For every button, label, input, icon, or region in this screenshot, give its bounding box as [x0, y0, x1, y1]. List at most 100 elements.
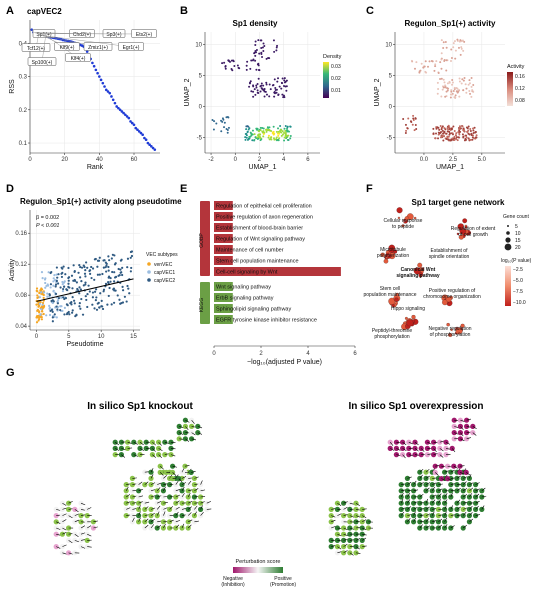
capvec2-point — [90, 276, 93, 280]
flow-arrow — [150, 468, 154, 473]
capvec2-point — [94, 257, 97, 261]
capvec2-point — [127, 287, 130, 290]
flow-arrow — [475, 514, 481, 516]
grid-cell-dot — [129, 519, 135, 525]
y-tick-label: 5 — [389, 73, 393, 79]
grid-cell-dot — [167, 519, 173, 525]
capvec2-point — [114, 275, 118, 278]
umap-cell-point — [277, 134, 280, 137]
venvec-point — [35, 287, 39, 290]
umap-cell-point — [288, 130, 291, 133]
grid-cell-dot — [136, 519, 142, 525]
umap-cell-point — [252, 95, 255, 98]
flow-arrow — [463, 488, 468, 492]
flow-arrow — [444, 524, 448, 529]
flow-arrow — [150, 495, 156, 498]
umap-cell-point — [461, 125, 464, 128]
x-tick-label: 0 — [28, 157, 32, 163]
size-legend-value: 5 — [515, 224, 518, 230]
capvec2-point — [96, 302, 99, 305]
x-tick-label: 10 — [98, 334, 105, 340]
x-axis-label: UMAP_1 — [436, 164, 464, 171]
umap-cell-point — [251, 133, 254, 136]
flow-arrow — [450, 469, 455, 473]
flow-arrow — [156, 505, 161, 510]
flow-arrow — [163, 502, 168, 504]
legend-entry: capVEC2 — [154, 278, 175, 284]
gene-node — [417, 262, 423, 268]
flow-arrow — [126, 507, 131, 510]
capvec2-point — [51, 316, 54, 319]
term-node-label: Regulation of extent of cell growth — [451, 226, 496, 238]
gene-node — [413, 216, 417, 220]
umap-cell-point — [259, 133, 262, 136]
umap-cell-point — [402, 117, 405, 120]
y-tick-label: 10 — [195, 42, 202, 48]
x-tick-label: 2.5 — [449, 157, 458, 163]
flow-arrow — [200, 501, 205, 504]
grid-cell-dot — [59, 531, 65, 537]
x-axis-label: Rank — [87, 164, 104, 171]
flow-arrow — [175, 494, 180, 498]
flow-arrow — [169, 506, 174, 510]
umap-cell-point — [448, 130, 451, 133]
flow-arrow — [463, 494, 468, 498]
flow-arrow — [431, 486, 435, 491]
capvec2-point — [107, 269, 110, 272]
umap-cell-point — [455, 132, 458, 135]
capvec2-point — [84, 283, 87, 286]
capvec2-point — [90, 265, 93, 269]
flow-arrow — [159, 472, 164, 476]
flow-arrow — [435, 465, 440, 467]
umap-cell-point — [439, 136, 442, 139]
flow-arrow — [181, 468, 185, 473]
flow-arrow — [175, 480, 179, 485]
umap-cell-point — [275, 46, 278, 49]
umap-cell-point — [445, 132, 448, 135]
capvec2-point — [95, 308, 99, 311]
umap-cell-point — [446, 135, 449, 138]
capvec1-point — [60, 305, 63, 308]
flow-arrow — [396, 448, 401, 451]
umap-cell-point — [414, 117, 417, 120]
umap-cell-point — [472, 132, 475, 135]
flow-arrow — [407, 481, 412, 485]
flow-arrow — [408, 454, 414, 457]
capvec2-point — [108, 259, 111, 262]
umap-cell-point — [281, 133, 284, 136]
venvec-point — [40, 310, 44, 313]
flow-arrow — [331, 519, 336, 523]
umap-cell-point — [463, 139, 466, 142]
umap-cell-point — [284, 136, 287, 139]
umap-cell-point — [246, 60, 249, 63]
flow-arrow — [466, 437, 472, 440]
umap-cell-point — [283, 139, 286, 142]
flow-arrow — [175, 511, 179, 516]
umap-cell-point — [262, 132, 265, 135]
umap-cell-point — [457, 90, 460, 93]
flow-arrow — [74, 540, 80, 543]
umap-cell-point — [450, 128, 453, 131]
capvec1-point — [61, 290, 65, 293]
rank-point — [118, 108, 122, 112]
umap-cell-point — [284, 124, 287, 127]
umap-cell-point — [462, 49, 465, 52]
capvec2-point — [60, 275, 64, 279]
umap-cell-point — [273, 91, 276, 94]
activity-tick: 0.12 — [515, 86, 525, 92]
flow-arrow — [432, 482, 437, 485]
capvec2-point — [89, 272, 92, 275]
umap-cell-point — [470, 95, 473, 98]
flow-arrow — [170, 454, 176, 457]
flow-arrow — [432, 508, 437, 510]
umap-cell-point — [278, 137, 281, 140]
grid-cell-dot — [185, 482, 191, 488]
term-bar — [214, 256, 233, 265]
rank-point — [111, 98, 115, 102]
umap-cell-point — [444, 128, 447, 131]
umap-cell-point — [277, 139, 280, 142]
capvec2-point — [107, 280, 110, 284]
umap-cell-point — [258, 52, 261, 55]
capvec2-point — [119, 259, 123, 262]
umap-cell-point — [446, 89, 449, 92]
